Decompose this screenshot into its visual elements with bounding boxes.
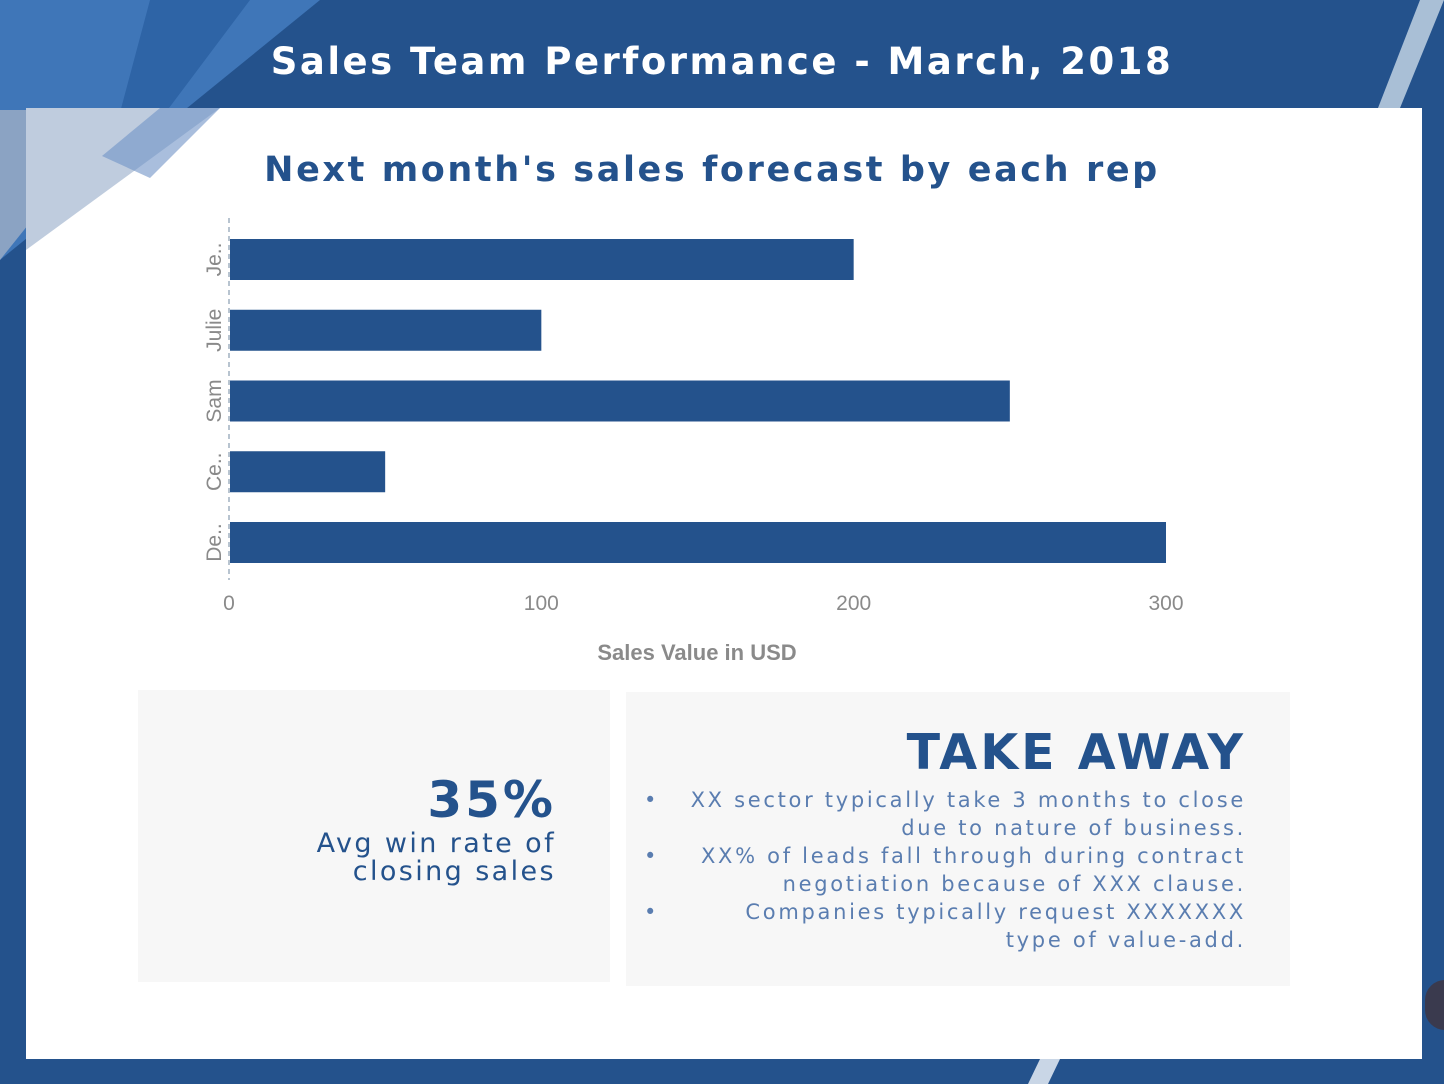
chart-tick-label: 0 xyxy=(223,592,235,615)
chart-tick-label: 100 xyxy=(524,592,559,615)
takeaway-panel: TAKE AWAY • XX sector typically take 3 m… xyxy=(626,692,1290,986)
chart-category-label: Ce.. xyxy=(203,452,226,491)
list-item-text: XX% of leads fall through during contrac… xyxy=(700,844,1246,896)
list-item-text: XX sector typically take 3 months to clo… xyxy=(690,788,1246,840)
page-title: Sales Team Performance - March, 2018 xyxy=(270,40,1174,83)
chart-bar xyxy=(230,522,1166,563)
deco-stripe-right xyxy=(1378,0,1444,108)
deco-stripe-bottom xyxy=(1028,1059,1060,1084)
chart-x-axis-label: Sales Value in USD xyxy=(597,640,796,665)
chart-bar xyxy=(230,451,386,493)
list-item: • XX% of leads fall through during contr… xyxy=(644,842,1246,898)
chart-category-label: Je.. xyxy=(203,243,226,277)
kpi-value: 35% xyxy=(427,771,556,829)
list-item: • Companies typically request XXXXXXX ty… xyxy=(644,898,1246,954)
list-item-text: Companies typically request XXXXXXX type… xyxy=(745,900,1246,952)
takeaway-list: • XX sector typically take 3 months to c… xyxy=(644,786,1246,954)
chart-category-label: Sam xyxy=(203,379,226,422)
chart-bar xyxy=(230,309,542,351)
list-item: • XX sector typically take 3 months to c… xyxy=(644,786,1246,842)
bullet-icon: • xyxy=(644,900,660,924)
scroll-handle[interactable] xyxy=(1425,980,1444,1030)
chart-category-label: De.. xyxy=(203,523,226,562)
chart-tick-label: 200 xyxy=(836,592,871,615)
chart-category-label: Julie xyxy=(203,309,226,352)
chart-tick-labels: 0 100 200 300 xyxy=(223,592,1183,615)
chart-bars xyxy=(230,239,1166,563)
chart-bar xyxy=(230,239,854,280)
bullet-icon: • xyxy=(644,844,660,868)
bullet-icon: • xyxy=(644,788,660,812)
chart-category-labels: Je.. Julie Sam Ce.. De.. xyxy=(203,243,226,562)
chart-tick-label: 300 xyxy=(1148,592,1183,615)
chart-title: Next month's sales forecast by each rep xyxy=(264,150,1160,190)
takeaway-title: TAKE AWAY xyxy=(906,724,1246,781)
chart-bar xyxy=(230,380,1010,422)
kpi-label: Avg win rate of closing sales xyxy=(316,828,556,887)
kpi-panel: 35% Avg win rate of closing sales xyxy=(138,690,610,982)
